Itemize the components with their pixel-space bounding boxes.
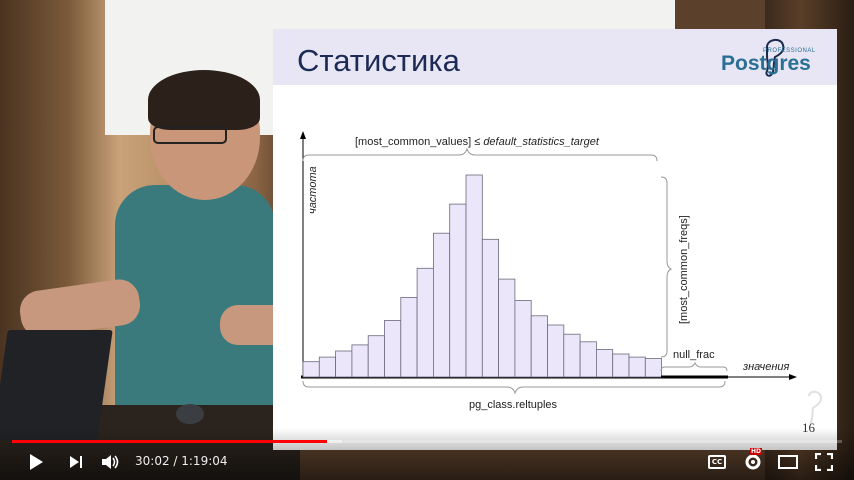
watermark-elephant-icon (808, 390, 823, 425)
slide-header: Статистика PROFESSIONAL Postgres (273, 29, 837, 85)
histogram-bar (302, 361, 320, 378)
x-axis-arrow (789, 374, 797, 380)
x-axis-label: значения (742, 361, 790, 373)
histogram-bar (644, 358, 662, 378)
top-brace-label: [most_common_values] ≤ default_statistic… (355, 136, 600, 148)
histogram-bar (481, 238, 500, 378)
progress-bar[interactable] (12, 440, 842, 443)
histogram-bar (579, 341, 597, 378)
histogram-bar (335, 350, 353, 378)
captions-button[interactable]: CC (705, 450, 729, 474)
right-brace-label: [most_common_freqs] (678, 215, 690, 324)
histogram-bar (449, 203, 467, 378)
histogram-bar (384, 319, 402, 378)
theater-mode-button[interactable] (776, 450, 800, 474)
theater-mode-icon (778, 455, 798, 469)
captions-icon: CC (708, 455, 726, 469)
histogram-bar (318, 356, 336, 378)
settings-icon (745, 454, 761, 470)
histogram-bar (547, 324, 565, 378)
histogram-bar (416, 267, 434, 378)
time-display: 30:02 / 1:19:04 (135, 454, 228, 468)
histogram-bar (563, 333, 581, 378)
histogram-bars (302, 174, 662, 378)
presentation-slide: Статистика PROFESSIONAL Postgres [most_c… (273, 29, 837, 450)
slide-title: Статистика (297, 43, 460, 78)
play-icon (30, 454, 43, 470)
mute-button[interactable] (98, 450, 122, 474)
histogram-bar (612, 353, 630, 378)
histogram-bar (498, 278, 516, 378)
top-brace (302, 147, 658, 162)
next-button[interactable] (64, 450, 88, 474)
player-controls: 30:02 / 1:19:04 CC HD (0, 428, 854, 480)
fullscreen-button[interactable] (812, 450, 836, 474)
speaker-hair (148, 70, 260, 130)
histogram-chart: [most_common_values] ≤ default_statistic… (300, 131, 797, 411)
next-icon (70, 456, 82, 468)
bottom-brace-label: pg_class.reltuples (469, 399, 558, 411)
y-axis-arrow (300, 131, 306, 139)
volume-icon (102, 455, 119, 469)
played-progress (12, 440, 328, 443)
histogram-bar (514, 300, 532, 378)
histogram-bar (595, 349, 614, 378)
hd-badge: HD (750, 448, 763, 455)
null-frac-label: null_frac (673, 349, 715, 361)
elephant-logo-icon (765, 39, 785, 77)
y-axis-label: частота (307, 166, 319, 214)
fullscreen-icon (815, 453, 833, 471)
speaker (17, 70, 290, 430)
settings-button[interactable]: HD (740, 448, 766, 474)
histogram-bar (628, 356, 646, 378)
computer-mouse (176, 404, 204, 424)
logo-professional-text: PROFESSIONAL (763, 48, 816, 54)
histogram-bar (400, 296, 418, 378)
laptop (0, 330, 113, 440)
logo-postgres-text: Postgres (721, 52, 811, 75)
histogram-bar (432, 232, 451, 378)
histogram-bar (351, 344, 369, 378)
play-button[interactable] (24, 450, 48, 474)
null-frac-brace (660, 361, 728, 372)
histogram-bar (367, 335, 385, 378)
speaker-glasses (153, 126, 227, 144)
histogram-bar (465, 174, 483, 378)
bottom-brace (302, 380, 726, 395)
right-brace (660, 176, 673, 358)
histogram-bar (530, 315, 548, 378)
postgres-professional-logo: PROFESSIONAL Postgres (721, 35, 821, 83)
